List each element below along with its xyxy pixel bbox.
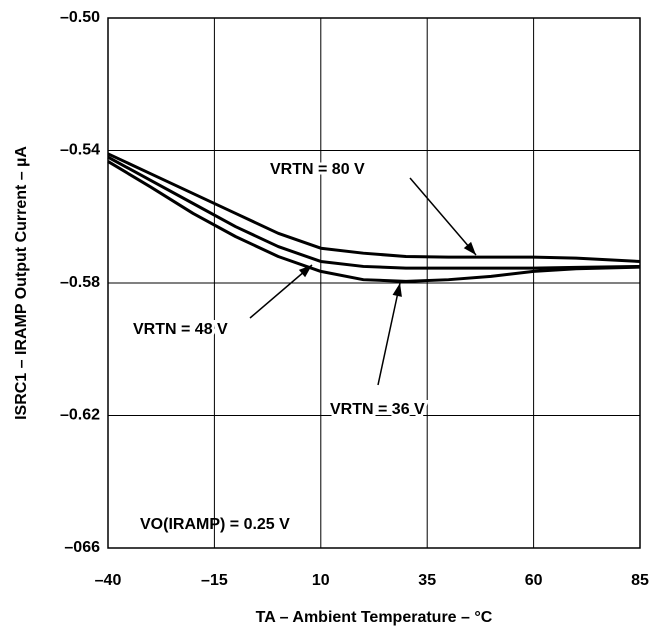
arrow-head — [463, 241, 476, 255]
plot-frame — [107, 17, 641, 549]
line — [107, 152, 641, 263]
y-axis-label: ISRC1 – IRAMP Output Current – µA — [13, 146, 30, 420]
y-tick-label: –0.54 — [60, 142, 100, 159]
x-tick-label: –15 — [201, 572, 228, 589]
y-tick-label: –066 — [64, 539, 100, 556]
y-tick-label: –0.50 — [60, 9, 100, 26]
arrow-shaft — [409, 177, 477, 256]
annotation: VO(IRAMP) = 0.25 V — [140, 516, 290, 533]
line — [107, 155, 641, 270]
x-tick-label: 85 — [631, 572, 649, 589]
arrow-head — [392, 283, 402, 297]
arrow-shaft — [249, 264, 313, 319]
y-tick-label: –0.62 — [60, 407, 100, 424]
x-tick-label: 60 — [525, 572, 543, 589]
series-label: VRTN = 80 V — [270, 161, 365, 178]
arrow-shaft — [377, 282, 401, 386]
x-tick-label: –40 — [95, 572, 122, 589]
x-tick-label: 35 — [418, 572, 436, 589]
x-axis-label: TA – Ambient Temperature – °C — [256, 609, 493, 626]
series-label: VRTN = 48 V — [133, 321, 228, 338]
x-tick-label: 10 — [312, 572, 330, 589]
series-label: VRTN = 36 V — [330, 401, 425, 418]
line — [107, 160, 641, 283]
y-tick-label: –0.58 — [60, 274, 100, 291]
